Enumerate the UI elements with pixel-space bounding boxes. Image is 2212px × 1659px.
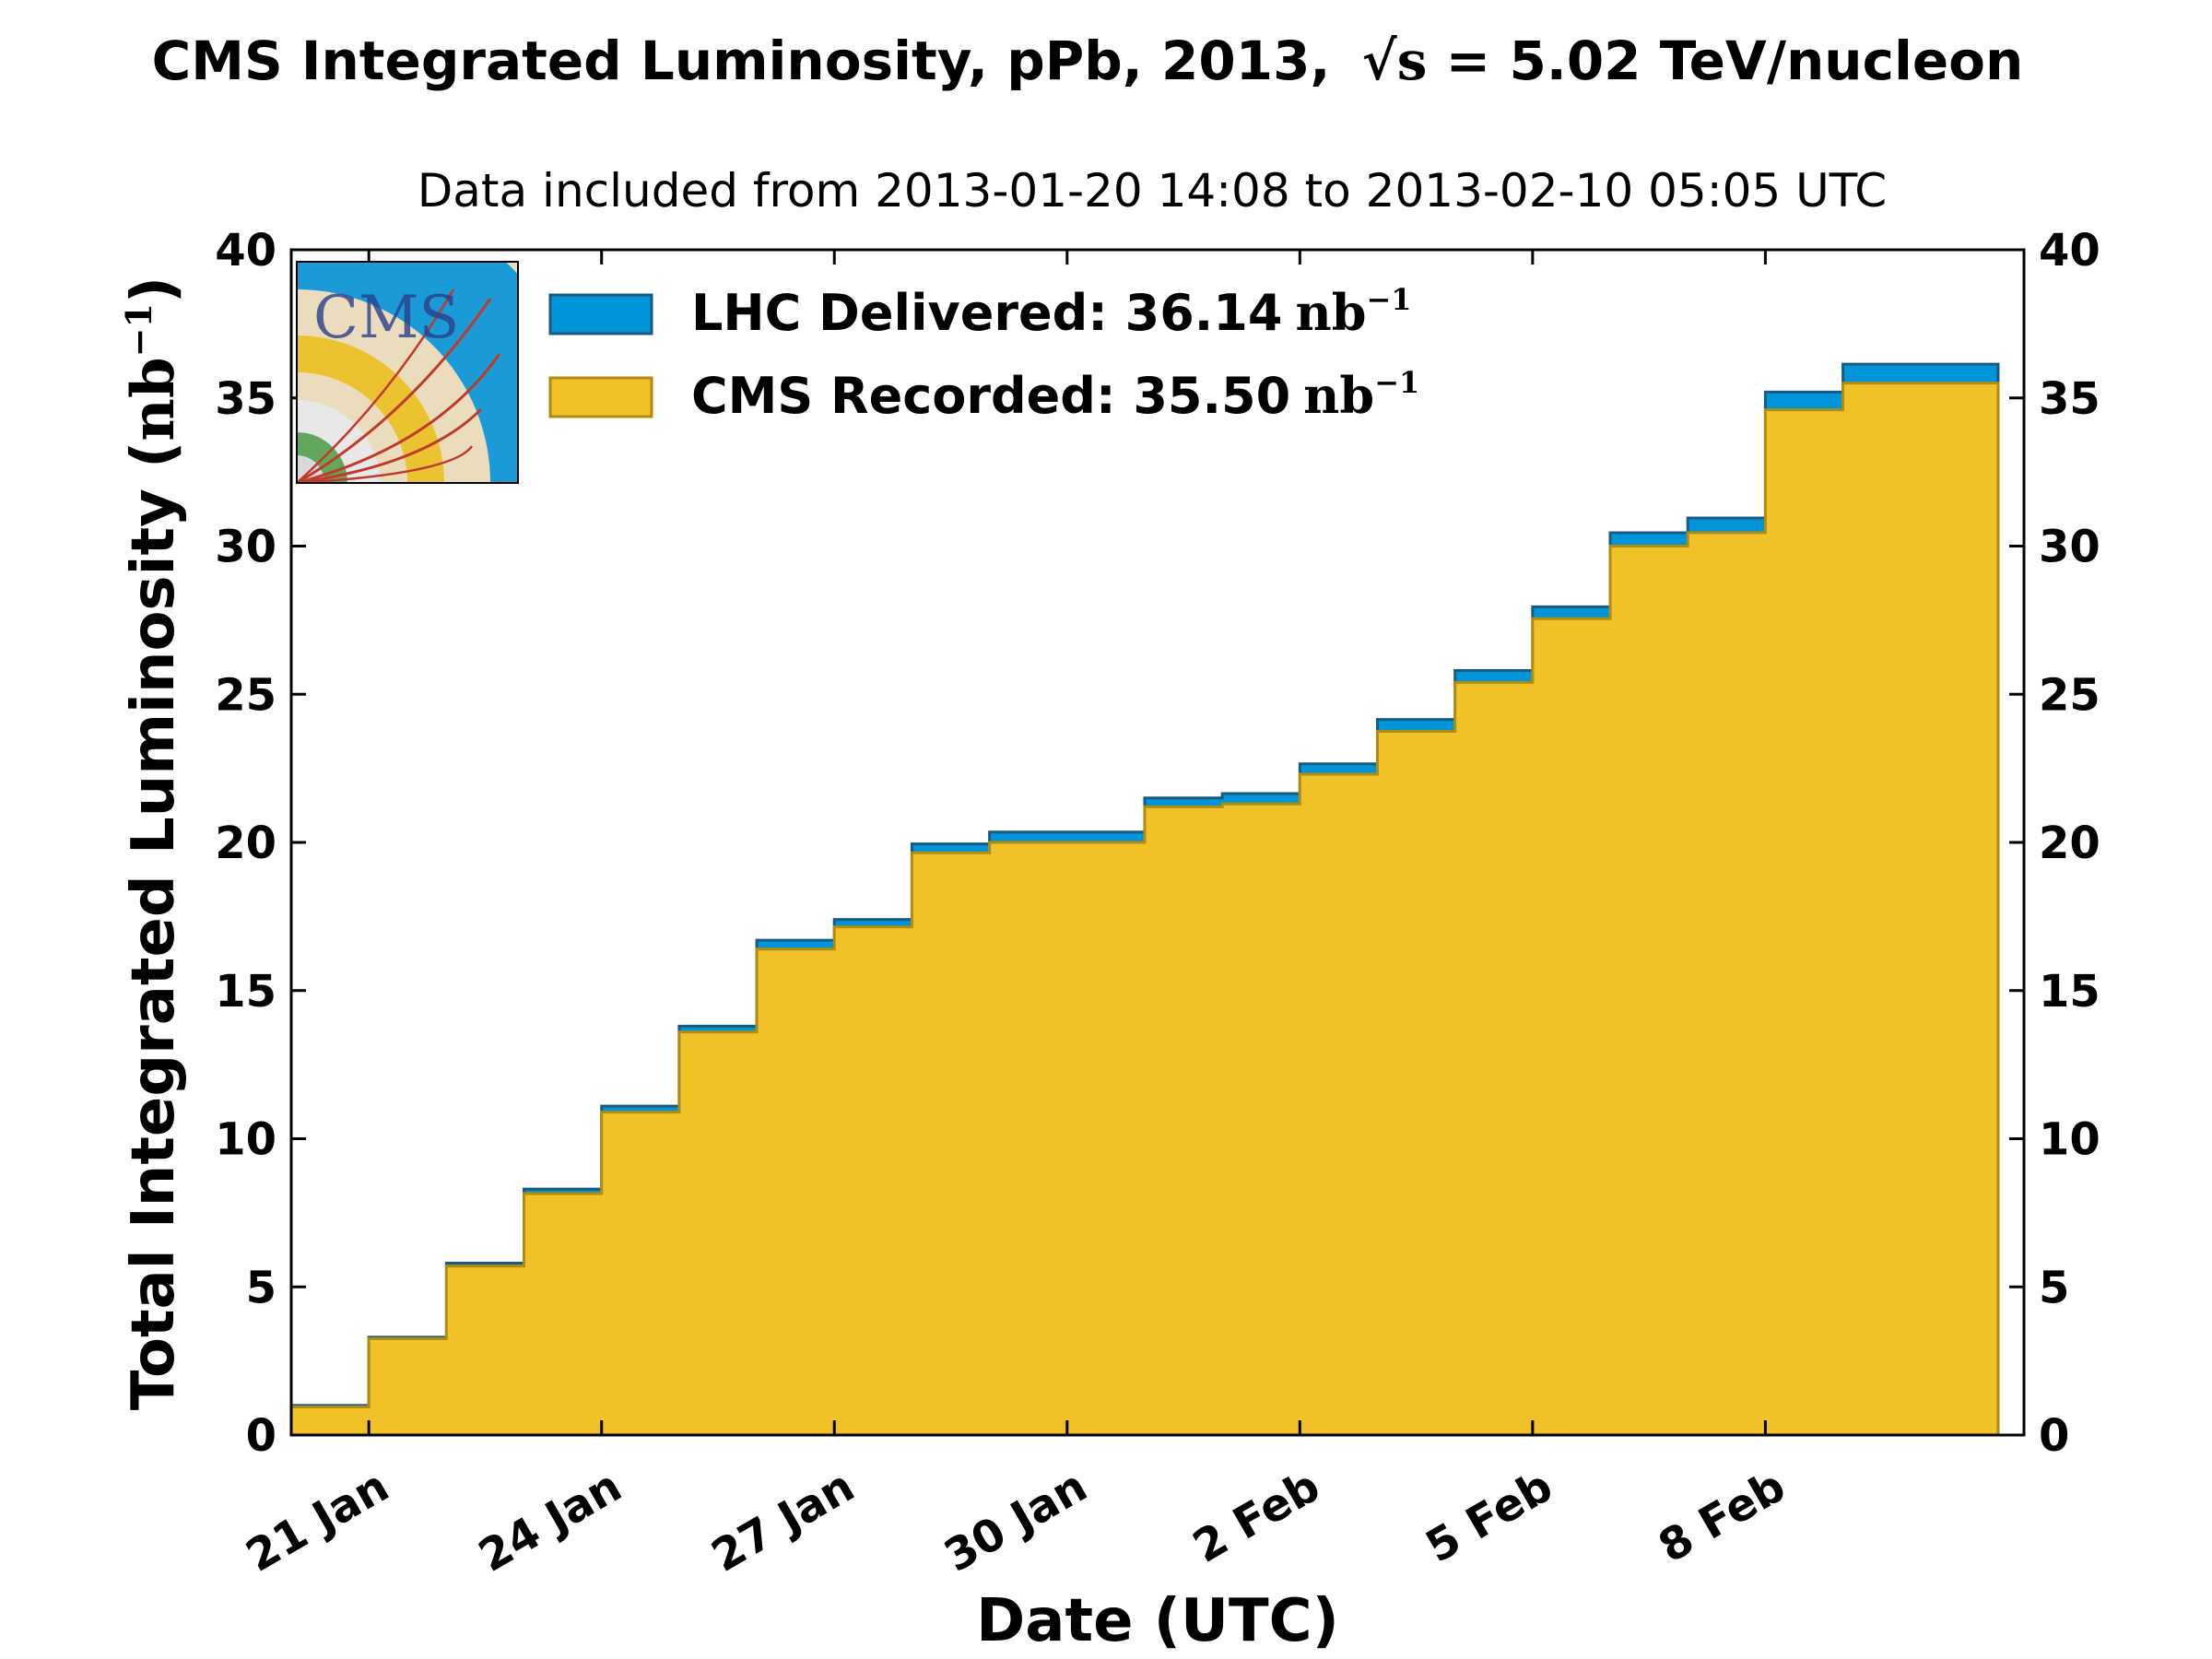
y-tick-label-left: 30 [215, 522, 276, 573]
legend-recorded-exp: −1 [1374, 365, 1419, 400]
legend-recorded-name: CMS Recorded [691, 367, 1096, 425]
title-sqrt: √s = [1362, 29, 1510, 92]
y-tick-label-left: 40 [215, 225, 276, 276]
y-tick-label-right: 25 [2039, 669, 2100, 721]
legend-delivered-colon: : [1088, 284, 1124, 342]
y-tick-label-left: 5 [246, 1262, 276, 1313]
x-axis-label: Date (UTC) [976, 1587, 1339, 1655]
y-tick-label-right: 5 [2039, 1262, 2069, 1313]
cms-logo: CMS [296, 261, 519, 484]
y-axis-label: Total Integrated Luminosity (nb−1) [118, 276, 188, 1410]
title-energy: 5.02 TeV/nucleon [1509, 29, 2023, 92]
y-axis-label-exp: −1 [118, 303, 159, 357]
legend-delivered-unit: nb [1295, 283, 1366, 342]
legend-label-recorded: CMS Recorded: 35.50 nb−1 [691, 365, 1419, 425]
x-tick-label: 30 Jan [935, 1460, 1095, 1582]
chart-subtitle: Data included from 2013-01-20 14:08 to 2… [418, 164, 1887, 218]
y-tick-label-left: 0 [246, 1410, 276, 1462]
y-tick-label-right: 20 [2039, 818, 2100, 869]
y-tick-label-left: 10 [215, 1114, 276, 1166]
x-tick-label: 24 Jan [470, 1460, 629, 1582]
series-areas [289, 362, 2000, 1437]
y-tick-label-right: 15 [2039, 966, 2100, 1018]
y-tick-label-right: 40 [2039, 225, 2100, 276]
series-area-cms-recorded [289, 382, 2000, 1437]
legend-delivered-name: LHC Delivered [691, 284, 1088, 342]
y-axis-label-text: Total Integrated Luminosity ( [120, 441, 188, 1411]
x-tick-label: 2 Feb [1184, 1460, 1328, 1572]
y-axis-label-unit: nb [119, 357, 188, 441]
legend: LHC Delivered: 36.14 nb−1 CMS Recorded: 3… [548, 282, 1419, 425]
y-tick-label-right: 0 [2039, 1410, 2069, 1462]
y-tick-label-left: 15 [215, 966, 276, 1018]
y-tick-label-right: 10 [2039, 1114, 2100, 1166]
legend-swatch-recorded [548, 376, 653, 418]
y-tick-label-right: 35 [2039, 373, 2100, 425]
x-tick-label: 8 Feb [1650, 1460, 1794, 1572]
y-axis-label-close: ) [120, 276, 188, 303]
title-main: CMS Integrated Luminosity, pPb, 2013, [152, 29, 1331, 92]
x-tick-label: 27 Jan [703, 1460, 863, 1582]
y-tick-label-left: 35 [215, 373, 276, 425]
legend-swatch-delivered [548, 293, 653, 335]
legend-label-delivered: LHC Delivered: 36.14 nb−1 [691, 282, 1412, 342]
x-tick-label: 21 Jan [238, 1460, 397, 1582]
legend-delivered-value: 36.14 [1125, 284, 1283, 342]
y-tick-label-right: 30 [2039, 522, 2100, 573]
y-tick-label-left: 20 [215, 818, 276, 869]
cms-logo-text: CMS [313, 284, 459, 352]
legend-delivered-exp: −1 [1366, 282, 1411, 317]
x-tick-label: 5 Feb [1418, 1460, 1561, 1572]
y-tick-label-left: 25 [215, 669, 276, 721]
legend-recorded-unit: nb [1303, 366, 1374, 425]
legend-recorded-colon: : [1096, 367, 1133, 425]
chart-title: CMS Integrated Luminosity, pPb, 2013, √s… [152, 29, 2024, 92]
legend-recorded-value: 35.50 [1133, 367, 1290, 425]
